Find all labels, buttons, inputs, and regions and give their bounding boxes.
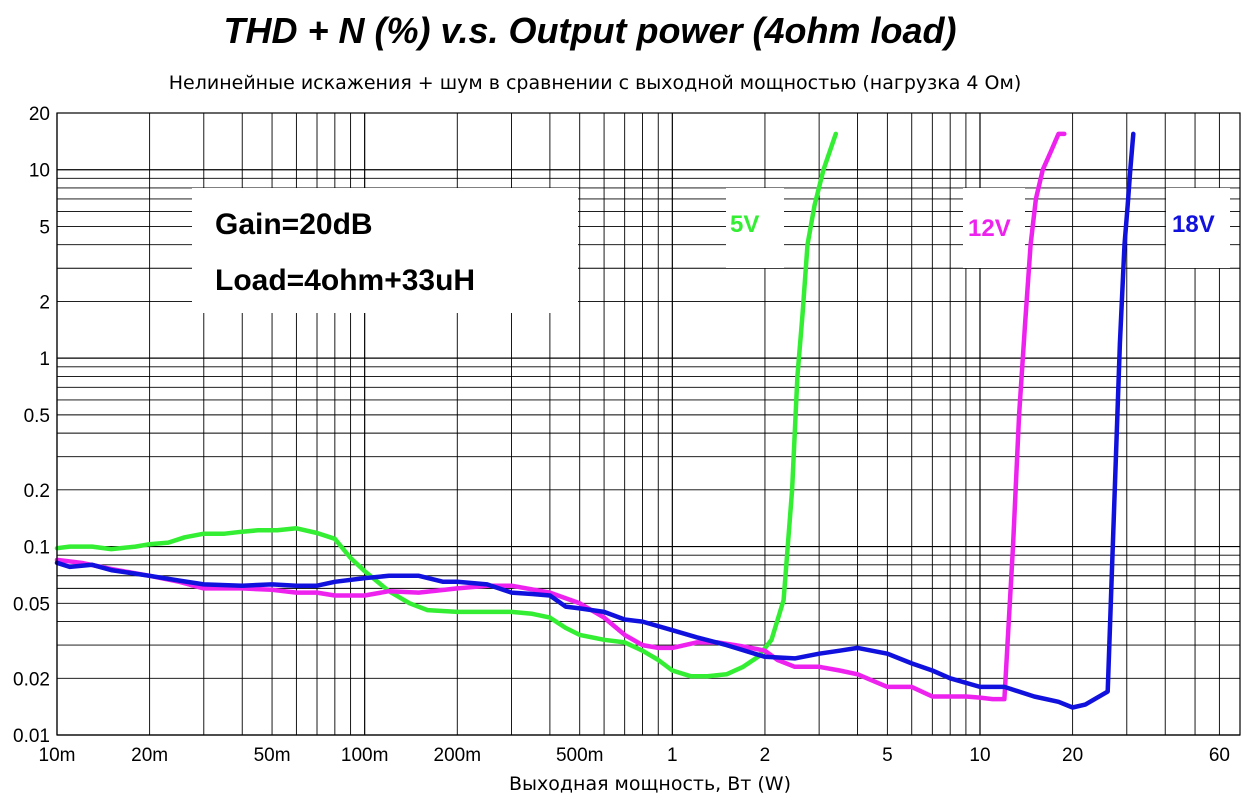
x-axis-label: Выходная мощность, Вт (W): [508, 773, 792, 795]
series-label-box: [963, 188, 1025, 268]
series-labels: 5V 12V 18V: [726, 188, 1230, 268]
series-line-18v: [54, 131, 1136, 710]
series-label-box: [1166, 188, 1230, 268]
x-tick-label: 100m: [341, 745, 389, 766]
x-tick-label: 2: [760, 745, 771, 766]
series-label-5v: 5V: [730, 211, 759, 238]
chart-title: THD + N (%) v.s. Output power (4ohm load…: [223, 10, 957, 51]
load-annotation: Load=4ohm+33uH: [215, 264, 475, 297]
x-tick-label: 60: [1209, 745, 1230, 766]
chart-subtitle: Нелинейные искажения + шум в сравнении с…: [168, 72, 1022, 94]
x-tick-label: 1: [667, 745, 678, 766]
x-tick-labels: 10m 20m 50m 100m 200m 500m 1 2 5 10 20 60: [39, 745, 1230, 766]
plot-frame: [56, 112, 1241, 736]
y-tick-label: 20: [29, 104, 50, 125]
x-tick-label: 500m: [556, 745, 604, 766]
series-label-12v: 12V: [968, 215, 1011, 242]
series-label-box: [726, 188, 784, 268]
y-tick-label: 0.1: [24, 538, 50, 559]
x-tick-label: 50m: [254, 745, 291, 766]
y-tick-label: 0.05: [13, 594, 50, 615]
y-tick-label: 0.2: [24, 481, 50, 502]
x-tick-label: 5: [882, 745, 893, 766]
y-tick-label: 5: [39, 217, 50, 238]
gain-annotation: Gain=20dB: [215, 208, 373, 241]
y-tick-label: 0.5: [24, 406, 50, 427]
x-tick-label: 200m: [434, 745, 482, 766]
y-tick-label: 2: [39, 292, 50, 313]
x-tick-label: 20: [1062, 745, 1083, 766]
y-tick-label: 0.02: [13, 669, 50, 690]
x-tick-label: 10m: [39, 745, 76, 766]
series-label-18v: 18V: [1172, 211, 1215, 238]
y-tick-label: 10: [29, 161, 50, 182]
y-tick-label: 1: [39, 349, 50, 370]
y-tick-labels: 0.01 0.02 0.05 0.1 0.2 0.5 1 2 5 10 20: [13, 104, 50, 747]
x-tick-label: 20m: [131, 745, 168, 766]
x-tick-label: 10: [969, 745, 990, 766]
series-group: [54, 131, 1136, 710]
annotation-box: Gain=20dB Load=4ohm+33uH: [192, 188, 578, 313]
series-line-5v: [54, 131, 839, 679]
y-tick-label: 0.01: [13, 726, 50, 747]
